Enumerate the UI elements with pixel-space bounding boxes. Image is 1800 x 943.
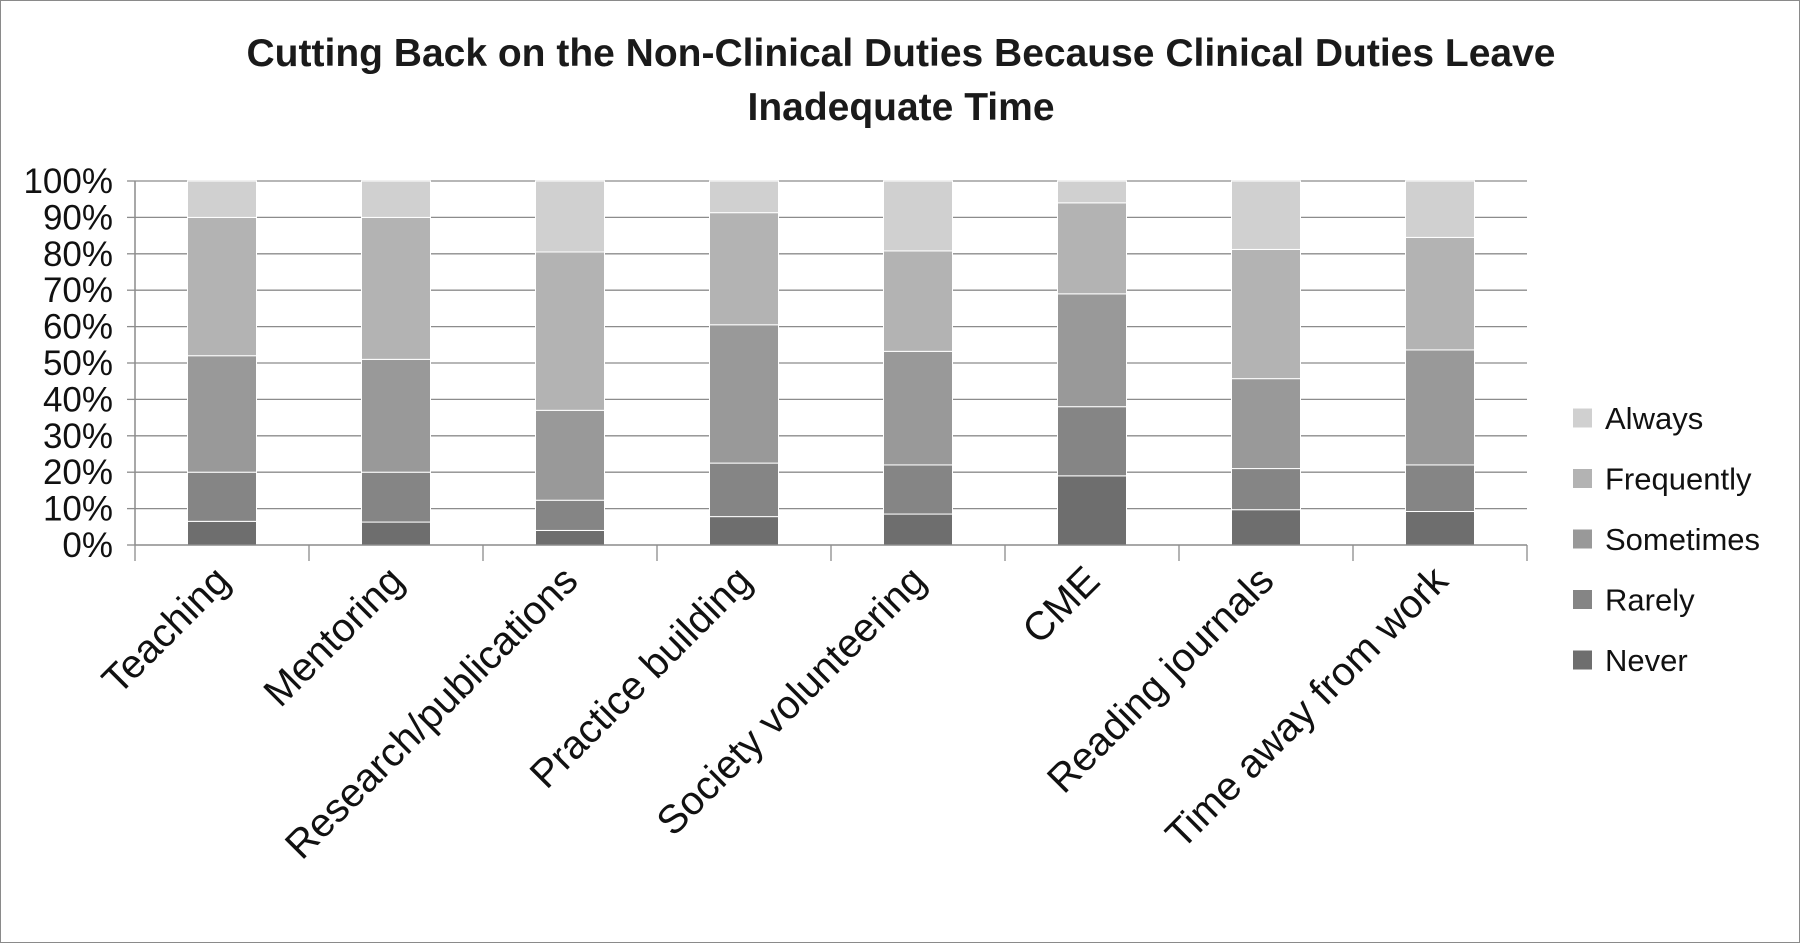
legend-swatch-always: [1573, 408, 1592, 428]
bar-segment-cme-sometimes: [1057, 293, 1127, 408]
bars: [187, 180, 1475, 546]
y-tick-label: 100%: [23, 162, 113, 201]
legend-swatch-frequently: [1573, 469, 1592, 488]
y-tick-label: 60%: [43, 308, 113, 347]
y-tick-label: 70%: [43, 271, 113, 310]
bar-segment-research-publications-always: [535, 180, 605, 253]
category-label-research-publications: Research/publications: [277, 558, 586, 867]
y-tick-label: 80%: [43, 235, 113, 274]
bar-segment-mentoring-never: [361, 521, 431, 546]
bar-segment-practice-building-frequently: [709, 212, 779, 326]
bar-segment-teaching-never: [187, 520, 257, 546]
legend-label-never: Never: [1605, 643, 1688, 678]
bar-segment-research-publications-frequently: [535, 251, 605, 411]
bar-segment-mentoring-frequently: [361, 216, 431, 360]
legend: Always Frequently Sometimes Rarely Never: [1573, 401, 1760, 678]
bar-segment-time-away-from-work-rarely: [1405, 464, 1475, 513]
bar-segment-society-volunteering-rarely: [883, 464, 953, 515]
bar-segment-mentoring-rarely: [361, 471, 431, 523]
legend-label-rarely: Rarely: [1605, 583, 1695, 618]
bar-segment-cme-rarely: [1057, 406, 1127, 477]
legend-swatch-sometimes: [1573, 529, 1592, 549]
gridlines: [135, 180, 1527, 510]
bar-segment-society-volunteering-frequently: [883, 250, 953, 352]
bar-segment-time-away-from-work-always: [1405, 180, 1475, 238]
legend-swatch-never: [1573, 650, 1592, 670]
bar-segment-society-volunteering-sometimes: [883, 350, 953, 466]
bar-segment-society-volunteering-always: [883, 180, 953, 252]
bar-segment-research-publications-sometimes: [535, 409, 605, 501]
bar-segment-research-publications-rarely: [535, 499, 605, 531]
category-label-teaching: Teaching: [94, 558, 238, 702]
legend-label-frequently: Frequently: [1605, 462, 1752, 497]
legend-swatch-rarely: [1573, 590, 1592, 609]
bar-segment-practice-building-sometimes: [709, 324, 779, 464]
y-tick-labels: 0%10%20%30%40%50%60%70%80%90%100%: [23, 162, 113, 565]
bar-segment-teaching-sometimes: [187, 355, 257, 473]
bar-segment-practice-building-always: [709, 180, 779, 214]
bar-segment-time-away-from-work-never: [1405, 511, 1475, 546]
bar-segment-reading-journals-always: [1231, 180, 1301, 250]
bar-segment-practice-building-never: [709, 516, 779, 546]
y-tick-label: 50%: [43, 344, 113, 383]
bar-segment-mentoring-always: [361, 180, 431, 218]
category-label-cme: CME: [1014, 558, 1108, 652]
bar-segment-time-away-from-work-sometimes: [1405, 349, 1475, 466]
bar-segment-reading-journals-frequently: [1231, 248, 1301, 380]
bar-segment-cme-never: [1057, 475, 1127, 546]
bar-segment-teaching-rarely: [187, 471, 257, 522]
bar-segment-time-away-from-work-frequently: [1405, 236, 1475, 351]
bar-segment-mentoring-sometimes: [361, 358, 431, 473]
y-tick-label: 40%: [43, 380, 113, 419]
bar-segment-reading-journals-rarely: [1231, 468, 1301, 511]
bar-segment-practice-building-rarely: [709, 462, 779, 518]
bar-segment-reading-journals-never: [1231, 509, 1301, 546]
y-tick-label: 0%: [62, 526, 113, 565]
bar-segment-teaching-always: [187, 180, 257, 218]
bar-segment-cme-always: [1057, 180, 1127, 204]
category-label-time-away-from-work: Time away from work: [1158, 558, 1458, 858]
bar-segment-teaching-frequently: [187, 216, 257, 357]
y-tick-label: 20%: [43, 453, 113, 492]
y-tick-label: 90%: [43, 198, 113, 237]
bar-segment-research-publications-never: [535, 529, 605, 546]
bar-segment-reading-journals-sometimes: [1231, 378, 1301, 470]
axes: [127, 180, 1528, 561]
category-label-mentoring: Mentoring: [255, 558, 412, 715]
legend-label-always: Always: [1605, 401, 1703, 436]
y-tick-label: 10%: [43, 490, 113, 529]
bar-segment-society-volunteering-never: [883, 513, 953, 546]
legend-label-sometimes: Sometimes: [1605, 522, 1760, 557]
bar-segment-cme-frequently: [1057, 202, 1127, 295]
chart-title: Cutting Back on the Non-Clinical Duties …: [246, 32, 1556, 129]
category-labels: Teaching MentoringResearch/publicationsPr…: [94, 558, 1457, 868]
y-tick-label: 30%: [43, 417, 113, 456]
